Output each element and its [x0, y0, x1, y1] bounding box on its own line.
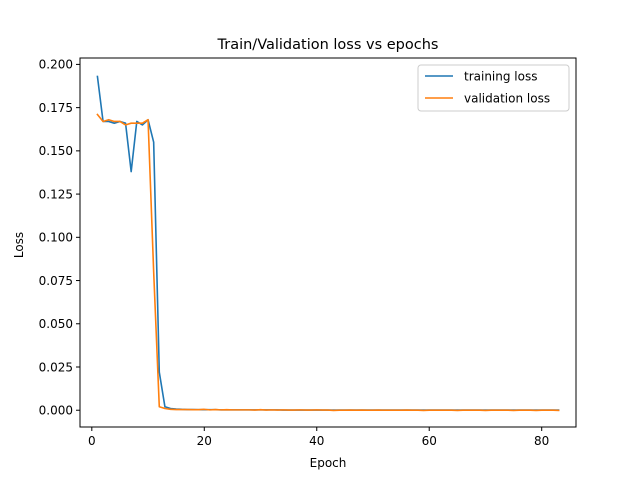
chart-title: Train/Validation loss vs epochs [217, 37, 439, 53]
legend-label-0: training loss [464, 70, 537, 84]
y-tick-label-4: 0.100 [39, 231, 73, 245]
y-tick-label-7: 0.175 [39, 101, 73, 115]
x-tick-label-2: 40 [309, 434, 324, 448]
plot-area: 0 20 40 60 80 0.000 0.025 0.050 0.075 0.100 0.125 0… [39, 57, 577, 448]
y-tick-label-2: 0.050 [39, 317, 73, 331]
x-tick-label-1: 20 [197, 434, 212, 448]
y-axis-title: Loss [12, 232, 26, 258]
y-tick-label-8: 0.200 [39, 58, 73, 72]
x-tick-label-4: 80 [534, 434, 549, 448]
y-tick-label-6: 0.150 [39, 144, 73, 158]
legend-box [417, 64, 570, 112]
axes-frame [79, 57, 577, 428]
y-tick-label-5: 0.125 [39, 187, 73, 201]
y-tick-label-1: 0.025 [39, 360, 73, 374]
x-tick-label-3: 60 [422, 434, 437, 448]
x-axis-title: Epoch [310, 456, 347, 470]
x-tick-label-0: 0 [88, 434, 96, 448]
legend-label-1: validation loss [464, 92, 550, 106]
y-tick-label-0: 0.000 [39, 404, 73, 418]
legend: training loss validation loss [417, 64, 570, 112]
series-line-1 [96, 113, 560, 412]
y-tick-label-3: 0.075 [39, 274, 73, 288]
